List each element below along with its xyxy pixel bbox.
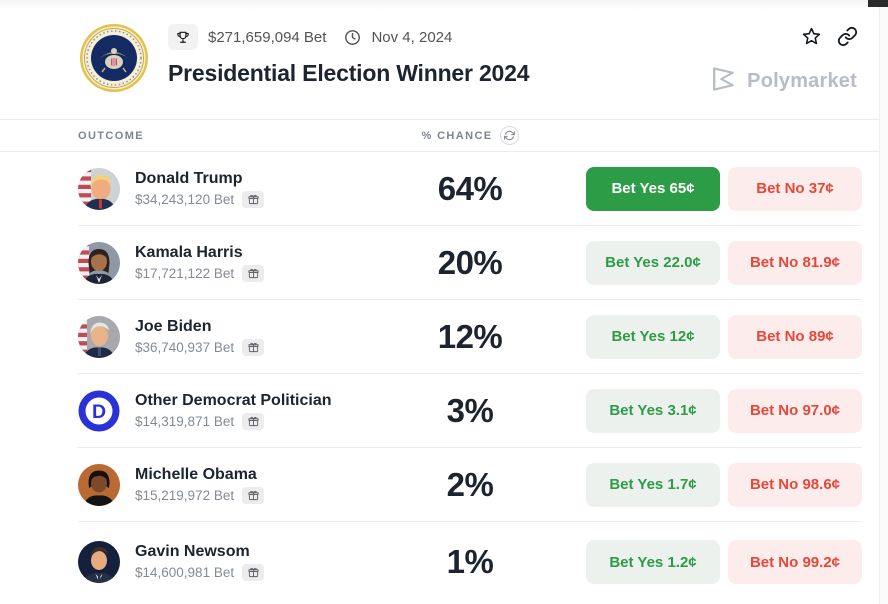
- bet-yes-button[interactable]: Bet Yes 1.2¢: [586, 540, 720, 584]
- brand-name: Polymarket: [747, 70, 857, 92]
- refresh-icon[interactable]: [499, 126, 519, 145]
- chance-column-header: % CHANCE: [410, 126, 530, 145]
- market-meta: $271,659,094 Bet Nov 4, 2024: [168, 23, 452, 51]
- donald-trump-photo: [78, 167, 120, 210]
- outcome-info: Joe Biden $36,740,937 Bet: [78, 315, 410, 358]
- svg-text:D: D: [92, 401, 106, 423]
- outcome-info: D Other Democrat Politician $14,319,871 …: [78, 389, 410, 432]
- candidate-name: Joe Biden: [135, 317, 212, 335]
- gift-icon[interactable]: [242, 190, 265, 208]
- page-edge-dark-strip: [868, 0, 888, 7]
- candidate-name: Kamala Harris: [135, 243, 243, 261]
- gift-icon[interactable]: [242, 264, 265, 282]
- outcome-info: Kamala Harris $17,721,122 Bet: [78, 241, 410, 284]
- bet-yes-button[interactable]: Bet Yes 12¢: [586, 314, 720, 359]
- candidate-bet-amount: $36,740,937 Bet: [135, 339, 235, 355]
- presidential-seal-image: [80, 24, 148, 92]
- bookmark-star-icon[interactable]: [801, 26, 822, 47]
- gift-icon[interactable]: [242, 338, 265, 356]
- gavin-newsom-photo: [78, 541, 120, 583]
- gift-icon[interactable]: [242, 486, 265, 504]
- bet-no-button[interactable]: Bet No 99.2¢: [728, 540, 862, 584]
- chance-percent: 2%: [446, 465, 494, 503]
- kamala-harris-photo: [78, 241, 120, 284]
- page-edge: [879, 7, 888, 604]
- header-actions: [801, 26, 858, 47]
- joe-biden-photo: [78, 315, 120, 358]
- chance-percent: 20%: [437, 243, 503, 281]
- page-title: Presidential Election Winner 2024: [168, 60, 530, 86]
- outcome-row: Donald Trump $34,243,120 Bet 64% Bet Ye: [78, 152, 862, 226]
- candidate-bet-amount: $17,721,122 Bet: [135, 265, 235, 281]
- candidate-bet-amount: $34,243,120 Bet: [135, 191, 235, 207]
- bet-no-button[interactable]: Bet No 89¢: [728, 314, 862, 359]
- market-end-date: Nov 4, 2024: [371, 28, 453, 46]
- polymarket-logo-icon: [708, 64, 738, 99]
- bet-yes-button[interactable]: Bet Yes 1.7¢: [586, 462, 720, 507]
- outcome-column-header: OUTCOME: [78, 129, 145, 142]
- bet-no-button[interactable]: Bet No 98.6¢: [728, 462, 862, 507]
- bet-no-button[interactable]: Bet No 97.0¢: [728, 388, 862, 433]
- outcome-row: Gavin Newsom $14,600,981 Bet 1% Bet Yes: [78, 522, 862, 602]
- outcome-row: Joe Biden $36,740,937 Bet 12% Bet Yes 1: [78, 300, 862, 374]
- table-header: OUTCOME % CHANCE: [0, 119, 888, 152]
- candidate-name: Donald Trump: [135, 169, 243, 187]
- candidate-name: Other Democrat Politician: [135, 391, 332, 409]
- candidate-bet-amount: $14,319,871 Bet: [135, 413, 235, 429]
- outcome-info: Michelle Obama $15,219,972 Bet: [78, 463, 410, 506]
- copy-link-icon[interactable]: [837, 26, 858, 47]
- bet-no-button[interactable]: Bet No 81.9¢: [728, 240, 862, 285]
- gift-icon[interactable]: [242, 412, 265, 430]
- chance-percent: 3%: [446, 391, 494, 429]
- clock-icon: [344, 29, 361, 46]
- chance-percent: 12%: [437, 317, 503, 355]
- chance-header-label: % CHANCE: [421, 129, 493, 142]
- outcome-list: Donald Trump $34,243,120 Bet 64% Bet Ye: [0, 152, 888, 602]
- candidate-bet-amount: $15,219,972 Bet: [135, 487, 235, 503]
- outcome-row: D Other Democrat Politician $14,319,871 …: [78, 374, 862, 448]
- bet-yes-button[interactable]: Bet Yes 3.1¢: [586, 388, 720, 433]
- candidate-bet-amount: $14,600,981 Bet: [135, 565, 235, 580]
- market-header: $271,659,094 Bet Nov 4, 2024 Presidentia…: [0, 0, 888, 119]
- trophy-icon: [168, 24, 198, 50]
- democrat-party-logo: D: [78, 389, 120, 432]
- bet-no-button[interactable]: Bet No 37¢: [728, 166, 862, 211]
- chance-percent: 64%: [437, 169, 503, 207]
- bet-yes-button[interactable]: Bet Yes 22.0¢: [586, 240, 720, 285]
- outcome-row: Kamala Harris $17,721,122 Bet 20% Bet Y: [78, 226, 862, 300]
- outcome-info: Gavin Newsom $14,600,981 Bet: [78, 541, 410, 583]
- michelle-obama-photo: [78, 463, 120, 506]
- outcome-row: Michelle Obama $15,219,972 Bet 2% Bet Y: [78, 448, 862, 522]
- polymarket-brand-link[interactable]: Polymarket: [708, 64, 857, 99]
- outcome-info: Donald Trump $34,243,120 Bet: [78, 167, 410, 210]
- total-bet-amount: $271,659,094 Bet: [208, 28, 327, 46]
- chance-percent: 1%: [446, 543, 494, 580]
- gift-icon[interactable]: [242, 564, 265, 581]
- candidate-name: Gavin Newsom: [135, 543, 250, 560]
- bet-yes-button[interactable]: Bet Yes 65¢: [586, 166, 720, 211]
- candidate-name: Michelle Obama: [135, 465, 257, 483]
